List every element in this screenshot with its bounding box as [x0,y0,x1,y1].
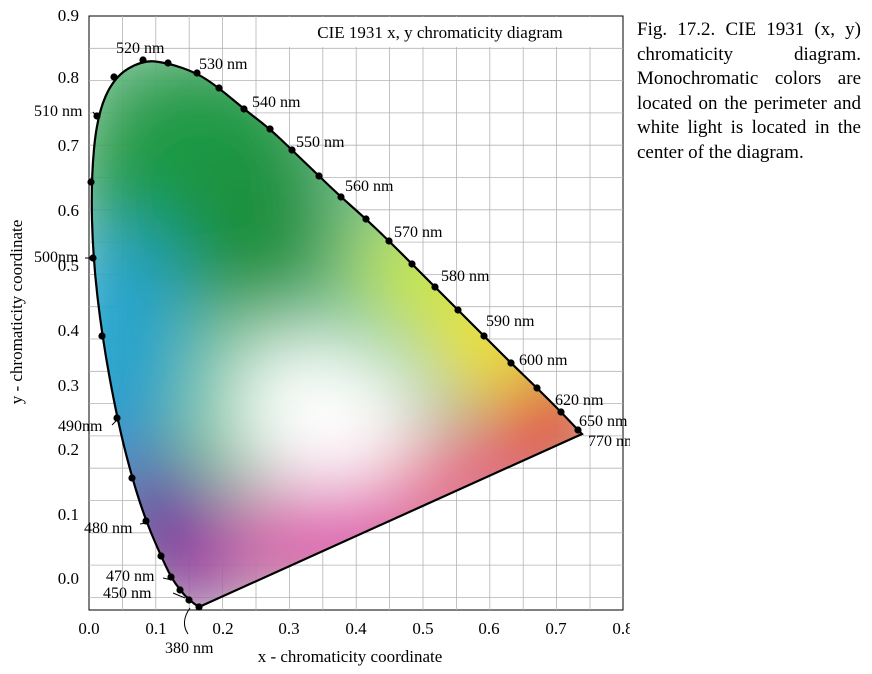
wavelength-label: 500nm [34,249,79,266]
wavelength-label: 550 nm [296,134,345,151]
locus-dot [87,178,95,186]
x-axis-title: x - chromaticity coordinate [258,647,443,666]
y-axis-title: y - chromaticity coordinate [7,220,26,405]
locus-dot [454,306,462,314]
locus-dot [480,332,488,340]
x-tick-label: 0.1 [145,619,166,638]
caption-text: Fig. 17.2. CIE 1931 (x, y) chromaticity … [637,19,861,163]
locus-dot [110,73,118,81]
wavelength-label: 620 nm [555,392,604,409]
y-tick-labels: 0.0 0.1 0.2 0.3 0.4 0.5 0.6 0.7 0.8 0.9 [58,6,80,588]
x-tick-label: 0.8 [612,619,630,638]
x-tick-labels: 0.0 0.1 0.2 0.3 0.4 0.5 0.6 0.7 0.8 [78,619,630,638]
locus-dot [337,193,345,201]
locus-dot [557,408,565,416]
locus-dot [113,414,121,422]
locus-dot [157,552,165,560]
locus-dot [139,56,147,64]
y-tick-label: 0.2 [58,440,79,459]
wavelength-label: 380 nm [165,640,214,657]
locus-dot [431,283,439,291]
x-tick-label: 0.3 [278,619,299,638]
leader-lines [85,111,191,635]
wavelength-label: 530 nm [199,56,248,73]
y-tick-label: 0.1 [58,505,79,524]
wavelength-dots [87,56,582,611]
locus-dot [195,603,203,611]
locus-dot [240,105,248,113]
wavelength-label: 580 nm [441,268,490,285]
locus-dot [385,237,393,245]
figure-caption: Fig. 17.2. CIE 1931 (x, y) chromaticity … [637,18,861,165]
wavelength-label: 510 nm [34,103,83,120]
locus-dot [507,359,515,367]
wavelength-label: 480 nm [84,520,133,537]
locus-dot [193,69,201,77]
y-tick-label: 0.8 [58,68,79,87]
wavelength-label: 520 nm [116,40,165,57]
locus-dot [533,384,541,392]
x-tick-label: 0.5 [412,619,433,638]
x-tick-label: 0.2 [212,619,233,638]
locus-dot [98,332,106,340]
wavelength-label: 590 nm [486,313,535,330]
y-tick-label: 0.7 [58,136,80,155]
wavelength-label: 570 nm [394,224,443,241]
locus-dot [167,573,175,581]
inner-title-box [280,17,622,47]
wavelength-label: 490nm [58,418,103,435]
locus-dot [128,474,136,482]
wavelength-label: 600 nm [519,352,568,369]
wavelength-label: 560 nm [345,178,394,195]
locus-dot [185,596,193,604]
wavelength-label: 450 nm [103,585,152,602]
wavelength-label: 470 nm [106,568,155,585]
locus-dot [315,172,323,180]
locus-dot [408,260,416,268]
y-tick-label: 0.4 [58,321,80,340]
locus-dot [89,254,97,262]
y-tick-label: 0.9 [58,6,79,25]
locus-dot [176,586,184,594]
locus-dot [266,125,274,133]
wavelength-label: 540 nm [252,94,301,111]
y-tick-label: 0.5 [58,256,79,275]
locus-dot [215,84,223,92]
wavelength-label: 650 nm [579,413,628,430]
locus-dot [574,426,582,434]
locus-dot [362,215,370,223]
locus-dot [288,146,296,154]
y-tick-label: 0.0 [58,569,79,588]
chromaticity-diagram: CIE 1931 x, y chromaticity diagram 0.0 0.… [7,6,630,666]
x-tick-label: 0.7 [545,619,567,638]
x-tick-label: 0.0 [78,619,99,638]
y-tick-label: 0.3 [58,376,79,395]
wavelength-label: 770 nm [588,433,630,450]
inner-title: CIE 1931 x, y chromaticity diagram [317,23,563,42]
x-tick-label: 0.4 [345,619,367,638]
locus-dot [164,59,172,67]
x-tick-label: 0.6 [478,619,499,638]
y-tick-label: 0.6 [58,201,79,220]
